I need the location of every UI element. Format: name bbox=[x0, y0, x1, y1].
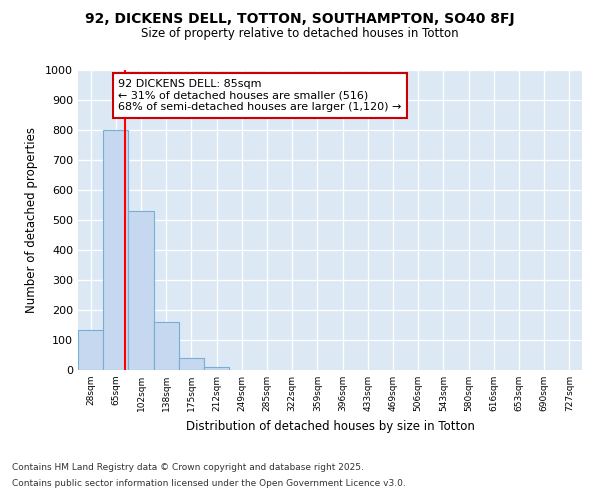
Text: 92, DICKENS DELL, TOTTON, SOUTHAMPTON, SO40 8FJ: 92, DICKENS DELL, TOTTON, SOUTHAMPTON, S… bbox=[85, 12, 515, 26]
Text: 92 DICKENS DELL: 85sqm
← 31% of detached houses are smaller (516)
68% of semi-de: 92 DICKENS DELL: 85sqm ← 31% of detached… bbox=[118, 79, 401, 112]
Y-axis label: Number of detached properties: Number of detached properties bbox=[25, 127, 38, 313]
Text: Contains HM Land Registry data © Crown copyright and database right 2025.: Contains HM Land Registry data © Crown c… bbox=[12, 464, 364, 472]
Bar bbox=[78, 330, 103, 370]
X-axis label: Distribution of detached houses by size in Totton: Distribution of detached houses by size … bbox=[185, 420, 475, 432]
Text: Size of property relative to detached houses in Totton: Size of property relative to detached ho… bbox=[141, 28, 459, 40]
Bar bbox=[128, 211, 154, 370]
Text: Contains public sector information licensed under the Open Government Licence v3: Contains public sector information licen… bbox=[12, 478, 406, 488]
Bar bbox=[103, 130, 128, 370]
Bar bbox=[154, 322, 179, 370]
Bar bbox=[179, 358, 204, 370]
Bar bbox=[204, 367, 229, 370]
